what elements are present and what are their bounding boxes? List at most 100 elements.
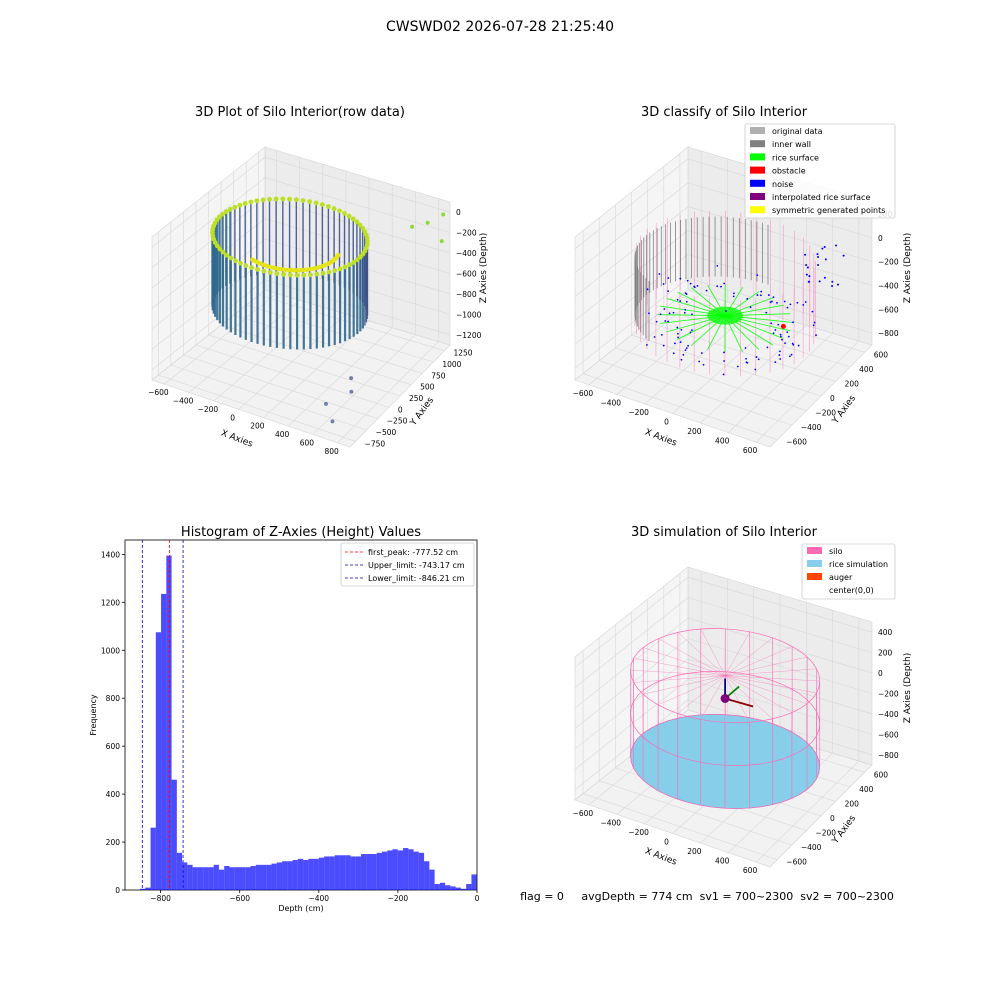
raw-wall-rim-point: [243, 263, 249, 268]
raw-wall-rim-point: [217, 246, 223, 252]
raw-wall-rim-point: [267, 270, 273, 275]
raw-wall-rim-point: [267, 196, 272, 202]
hist-bar: [466, 884, 472, 890]
noise-point: [646, 343, 648, 346]
panel2-legend-label: inner wall: [772, 140, 811, 149]
silo-roof-line: [677, 675, 726, 714]
noise-point: [696, 284, 699, 287]
raw-outlier-point: [410, 224, 415, 229]
raw-wall-rim-point: [346, 213, 352, 219]
raw-outlier-point: [439, 239, 444, 244]
noise-point: [787, 335, 790, 338]
noise-point: [691, 329, 693, 332]
hist-bar: [176, 852, 183, 890]
panel1-gridline: [233, 314, 423, 374]
panel4-gridline: [574, 699, 689, 791]
panel2-gridline: [574, 230, 689, 321]
panel4-gridline: [574, 679, 689, 770]
hist-xtick-label: −800: [150, 894, 171, 903]
noise-point: [705, 289, 708, 292]
hist-ytick-label: 1400: [101, 550, 120, 559]
noise-point: [756, 294, 759, 296]
panel4-gridline: [687, 597, 873, 653]
panel4-ztick-label: 400: [878, 628, 893, 637]
hist-bar: [424, 861, 430, 890]
hist-ylabel: Frequency: [89, 694, 98, 736]
noise-point: [766, 346, 769, 349]
panel4-gridline: [574, 576, 689, 668]
hist-ytick-label: 0: [115, 886, 120, 895]
panel1-title: 3D Plot of Silo Interior(row data): [195, 105, 405, 120]
raw-wall-rim-point: [351, 259, 357, 265]
raw-wall-rim-point: [354, 219, 360, 225]
silo-wireframe-ring: [630, 671, 821, 766]
noise-point: [779, 333, 782, 336]
panel2-xtick-label: 0: [664, 418, 669, 427]
noise-point: [659, 313, 662, 316]
hist-bar: [413, 851, 419, 890]
raw-wall-rim-point: [228, 255, 234, 261]
noise-point: [646, 288, 649, 291]
silo-roof-line: [658, 638, 726, 676]
hist-bar: [150, 827, 156, 890]
panel2-legend-swatch: [750, 127, 765, 134]
hist-bar: [287, 861, 293, 890]
hist-bar: [308, 858, 314, 890]
raw-wall-rim-point: [287, 196, 292, 202]
raw-wall-rim-point: [287, 272, 293, 278]
hist-bar: [360, 854, 367, 890]
raw-outlier-point: [349, 389, 354, 394]
noise-point: [806, 266, 809, 269]
raw-wall-rim-point: [232, 204, 238, 210]
panel4-gridline: [687, 576, 873, 633]
panel1-ytick-label: −250: [387, 417, 408, 426]
hist-bar: [192, 867, 198, 890]
figure-suptitle: CWSWD02 2026-07-28 21:25:40: [386, 19, 614, 35]
raw-wall-rim-point: [220, 211, 226, 217]
hist-bar: [366, 854, 372, 890]
raw-outlier-point: [349, 376, 354, 381]
panel4-ztick-label: −400: [878, 710, 899, 719]
noise-point: [831, 280, 834, 283]
panel4-ztick-label: −200: [878, 690, 899, 699]
noise-point: [837, 283, 840, 286]
panel1-xtick-label: −400: [173, 397, 194, 406]
raw-wall-rim-point: [332, 268, 338, 273]
hist-bar: [455, 887, 461, 890]
panel1-ztick-label: −400: [456, 249, 477, 258]
hist-legend-label: Lower_limit: -846.21 cm: [368, 574, 465, 583]
panel4-legend-label: rice simulation: [829, 560, 888, 569]
panel2-xtick-label: 600: [743, 446, 758, 455]
hist-xtick-label: −200: [388, 894, 409, 903]
panel2-legend-label: rice surface: [772, 153, 819, 162]
silo-roof-line: [724, 675, 750, 723]
silo-roof-line: [677, 632, 726, 676]
panel2-gridline: [574, 254, 689, 345]
panel1-ytick-label: 250: [409, 394, 424, 403]
panel1-ytick-label: 750: [431, 371, 446, 380]
raw-wall-rim-point: [307, 272, 313, 278]
panel4-gridline: [687, 617, 873, 674]
raw-wall-rim-point: [280, 196, 286, 202]
noise-point: [672, 311, 675, 314]
noise-point: [808, 275, 811, 278]
panel4-ytick-label: −200: [815, 829, 836, 838]
noise-point: [815, 334, 817, 337]
noise-point: [760, 290, 763, 293]
noise-point: [733, 292, 735, 295]
noise-point: [672, 352, 675, 355]
silo-roof-line: [643, 675, 726, 695]
hist-bar: [271, 863, 277, 890]
noise-point: [772, 296, 775, 299]
noise-point: [789, 303, 792, 306]
raw-wall-rim-point: [342, 210, 347, 216]
noise-point: [689, 282, 692, 285]
noise-point: [835, 244, 838, 247]
panel1-xtick-label: 600: [300, 438, 315, 447]
panel2-ytick-label: 600: [874, 350, 889, 359]
noise-point: [786, 331, 789, 334]
panel4-gridline: [574, 597, 689, 688]
noise-point: [790, 353, 793, 356]
hist-bar: [166, 555, 172, 890]
noise-point: [767, 294, 770, 296]
